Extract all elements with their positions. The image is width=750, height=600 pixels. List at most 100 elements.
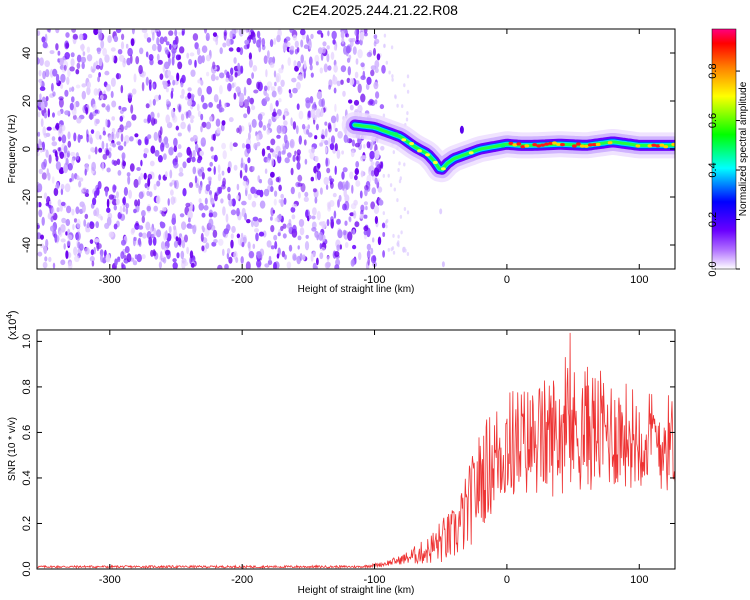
noise-speckle: [121, 159, 126, 170]
noise-speckle: [246, 105, 251, 115]
spectrogram-plot-area: [37, 29, 675, 269]
x-tick-label: -300: [99, 274, 121, 286]
noise-speckle: [90, 249, 95, 256]
noise-speckle: [82, 51, 86, 56]
noise-speckle: [377, 236, 382, 246]
noise-speckle: [83, 219, 87, 227]
noise-speckle: [288, 244, 293, 252]
noise-speckle: [312, 262, 317, 269]
noise-speckle: [115, 29, 122, 34]
noise-speckle: [318, 231, 324, 241]
noise-speckle: [337, 199, 340, 208]
noise-speckle: [121, 33, 125, 40]
noise-speckle: [273, 234, 278, 241]
y-tick-label: -20: [21, 189, 33, 205]
ridge-peak: [552, 141, 557, 145]
noise-speckle: [180, 121, 186, 130]
noise-speckle: [265, 93, 269, 99]
y-tick-label: 0.8: [21, 379, 33, 394]
noise-speckle: [276, 134, 281, 139]
noise-speckle: [290, 186, 295, 195]
noise-speckle: [181, 240, 186, 249]
noise-speckle: [396, 242, 399, 247]
noise-speckle: [49, 50, 55, 55]
noise-speckle: [63, 64, 67, 71]
noise-speckle: [75, 234, 80, 240]
noise-speckle: [175, 125, 179, 131]
noise-speckle: [248, 31, 252, 36]
noise-speckle: [354, 168, 359, 175]
noise-speckle: [241, 143, 246, 149]
noise-speckle: [105, 84, 111, 92]
noise-speckle: [287, 152, 292, 158]
noise-speckle: [259, 179, 262, 184]
noise-speckle: [122, 206, 126, 213]
ridge-peak: [536, 144, 542, 148]
noise-speckle: [248, 124, 252, 133]
noise-speckle: [270, 86, 276, 92]
noise-speckle: [275, 75, 280, 83]
noise-speckle: [290, 117, 293, 126]
noise-speckle: [397, 168, 400, 172]
noise-speckle: [297, 174, 303, 182]
noise-speckle: [304, 241, 310, 251]
noise-speckle: [141, 254, 146, 260]
noise-speckle: [282, 145, 287, 154]
noise-speckle: [65, 157, 69, 167]
noise-speckle: [381, 64, 386, 74]
noise-speckle: [270, 207, 275, 217]
noise-speckle: [138, 191, 144, 199]
noise-speckle: [291, 214, 296, 220]
noise-speckle: [375, 91, 380, 99]
noise-speckle: [116, 141, 121, 146]
noise-speckle: [64, 110, 70, 116]
noise-speckle: [396, 198, 399, 203]
noise-speckle: [89, 221, 94, 226]
noise-speckle: [89, 112, 93, 121]
noise-speckle: [87, 81, 91, 89]
noise-speckle: [37, 57, 40, 65]
noise-speckle: [304, 158, 308, 165]
noise-speckle: [95, 64, 101, 70]
noise-speckle: [244, 39, 250, 45]
noise-speckle: [289, 92, 293, 99]
noise-speckle: [246, 219, 251, 224]
noise-speckle: [233, 92, 237, 100]
noise-speckle: [52, 68, 58, 77]
noise-speckle: [200, 113, 204, 121]
noise-speckle: [84, 192, 90, 197]
noise-speckle: [201, 212, 206, 218]
noise-speckle: [122, 197, 125, 204]
noise-speckle: [143, 147, 149, 154]
noise-speckle: [270, 225, 275, 233]
noise-speckle: [51, 176, 55, 184]
noise-speckle: [57, 147, 61, 152]
noise-speckle: [102, 153, 108, 160]
noise-speckle: [42, 70, 46, 80]
noise-speckle: [105, 142, 109, 149]
noise-speckle: [60, 188, 64, 196]
noise-speckle: [78, 33, 84, 41]
noise-speckle: [333, 45, 337, 51]
noise-speckle: [108, 135, 113, 142]
noise-speckle: [316, 257, 319, 266]
noise-speckle: [129, 136, 134, 142]
noise-speckle: [256, 81, 261, 90]
ridge-peak: [524, 144, 530, 148]
noise-speckle: [178, 104, 181, 113]
noise-speckle: [334, 143, 338, 152]
noise-speckle: [165, 171, 168, 178]
noise-speckle: [258, 231, 265, 237]
noise-speckle: [316, 30, 323, 35]
noise-speckle: [222, 206, 226, 216]
x-tick-label: -100: [364, 574, 386, 586]
noise-speckle: [264, 168, 268, 174]
noise-speckle: [247, 193, 252, 201]
noise-speckle: [201, 55, 205, 64]
noise-speckle: [138, 225, 144, 230]
noise-speckle: [280, 193, 285, 199]
noise-speckle: [330, 216, 334, 223]
noise-speckle: [227, 186, 231, 193]
